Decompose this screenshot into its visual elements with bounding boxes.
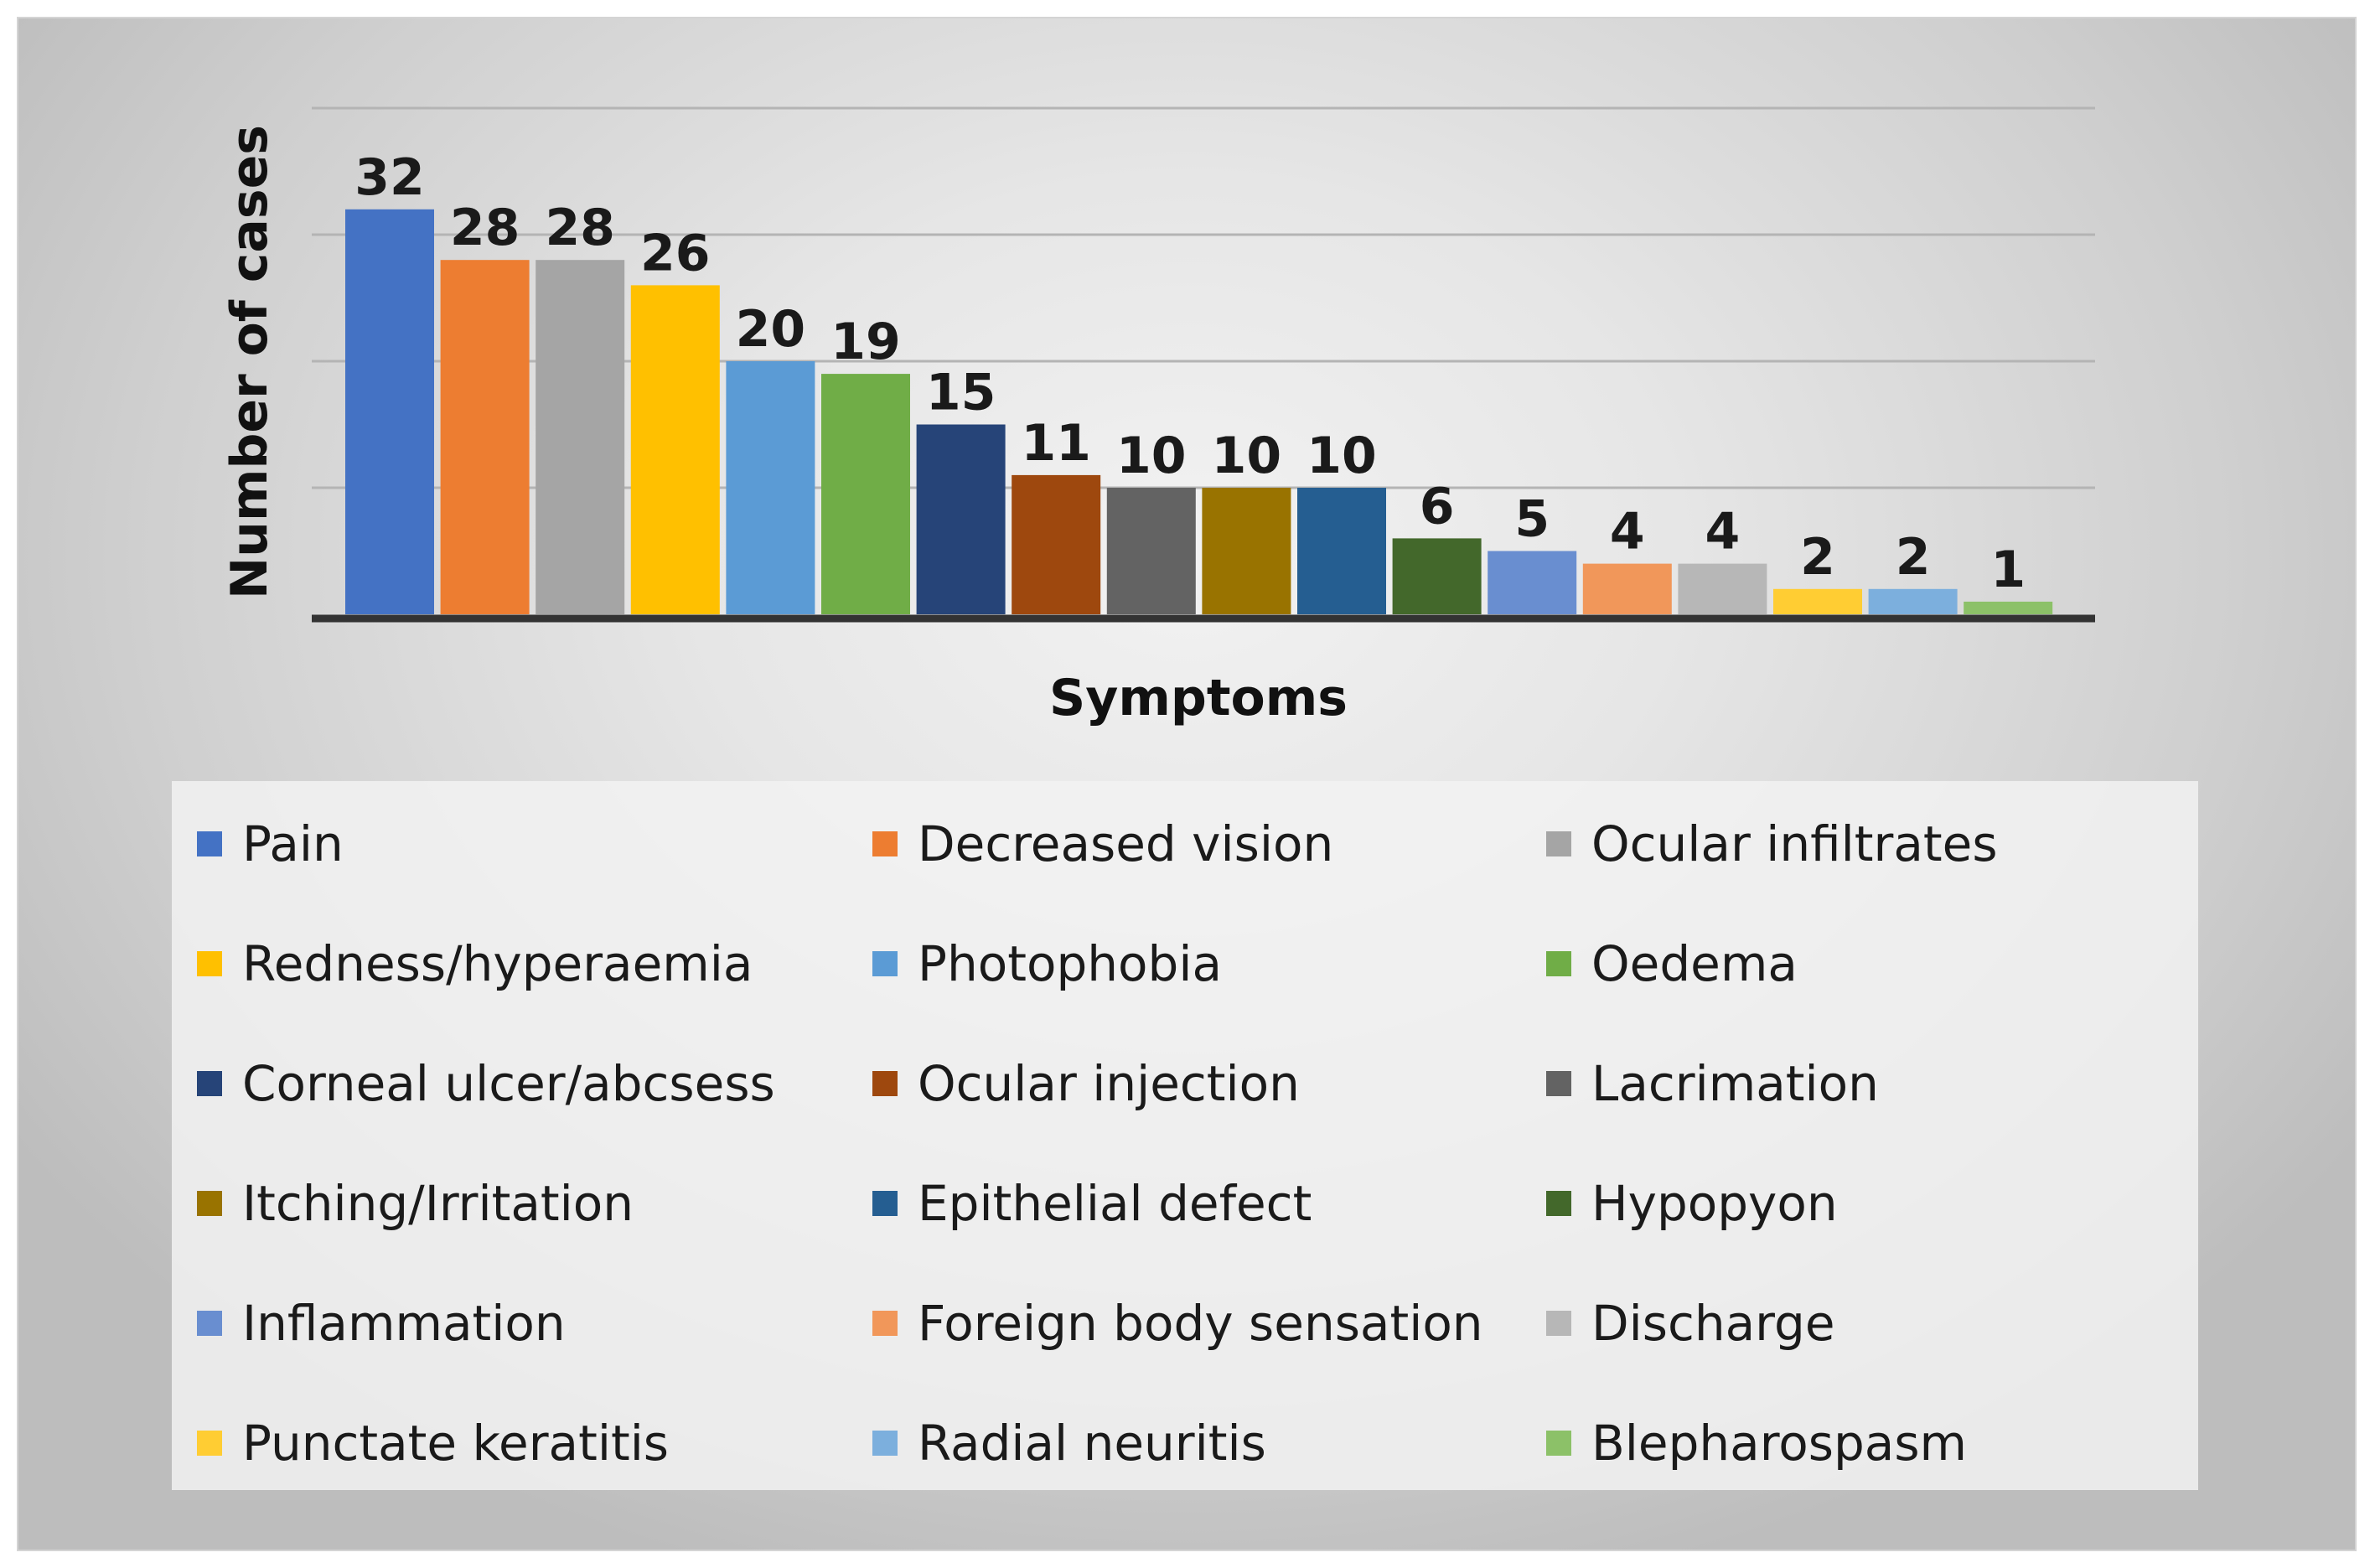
legend-swatch bbox=[197, 1431, 222, 1456]
legend-label: Punctate keratitis bbox=[242, 1415, 670, 1472]
legend-swatch bbox=[872, 951, 898, 976]
bar bbox=[345, 209, 434, 615]
legend-item: Itching/Irritation bbox=[197, 1170, 634, 1237]
bar bbox=[1202, 488, 1291, 614]
legend-item: Ocular injection bbox=[872, 1050, 1300, 1117]
bar bbox=[440, 260, 530, 614]
data-label: 2 bbox=[1896, 528, 1931, 587]
legend-label: Lacrimation bbox=[1591, 1055, 1879, 1112]
bar bbox=[1012, 474, 1101, 614]
bar bbox=[1868, 588, 1958, 614]
legend-item: Pain bbox=[197, 810, 344, 877]
legend-swatch bbox=[197, 1311, 222, 1336]
legend-swatch bbox=[872, 1071, 898, 1096]
legend-label: Discharge bbox=[1591, 1295, 1835, 1352]
legend-item: Inflammation bbox=[197, 1290, 566, 1357]
data-label: 28 bbox=[545, 199, 615, 257]
bar bbox=[536, 260, 625, 614]
legend-label: Pain bbox=[242, 815, 344, 872]
data-label: 10 bbox=[1212, 427, 1282, 485]
y-axis-title: Number of cases bbox=[220, 125, 279, 599]
data-label: 4 bbox=[1610, 503, 1645, 561]
legend-item: Foreign body sensation bbox=[872, 1290, 1483, 1357]
bar bbox=[726, 361, 815, 614]
legend-item: Decreased vision bbox=[872, 810, 1333, 877]
bar bbox=[821, 374, 910, 614]
data-label: 2 bbox=[1800, 528, 1835, 587]
legend-swatch bbox=[1546, 951, 1571, 976]
data-label: 32 bbox=[354, 148, 425, 207]
data-label: 11 bbox=[1021, 414, 1091, 473]
legend-swatch bbox=[1546, 1191, 1571, 1216]
bar bbox=[916, 424, 1006, 614]
legend-item: Discharge bbox=[1546, 1290, 1835, 1357]
legend-swatch bbox=[1546, 1311, 1571, 1336]
bar bbox=[1297, 488, 1386, 614]
legend-label: Hypopyon bbox=[1591, 1175, 1838, 1232]
legend-label: Epithelial defect bbox=[918, 1175, 1312, 1232]
legend-item: Ocular infiltrates bbox=[1546, 810, 1998, 877]
data-labels: 32 28 28 26 20 19 15 11 10 10 10 6 5 4 4 2 2 1 bbox=[354, 148, 2026, 599]
legend-item: Punctate keratitis bbox=[197, 1410, 669, 1477]
data-label: 1 bbox=[1990, 541, 2026, 599]
legend-item: Radial neuritis bbox=[872, 1410, 1266, 1477]
bar bbox=[1392, 538, 1482, 614]
legend-item: Hypopyon bbox=[1546, 1170, 1838, 1237]
legend-swatch bbox=[197, 831, 222, 856]
legend-swatch bbox=[197, 1071, 222, 1096]
legend-item: Photophobia bbox=[872, 930, 1222, 997]
data-label: 26 bbox=[640, 224, 711, 282]
legend-label: Foreign body sensation bbox=[918, 1295, 1483, 1352]
legend-label: Photophobia bbox=[918, 935, 1222, 992]
bar bbox=[1106, 488, 1196, 614]
legend-label: Radial neuritis bbox=[918, 1415, 1266, 1472]
legend-swatch bbox=[872, 1431, 898, 1456]
data-label: 28 bbox=[450, 199, 520, 257]
legend-label: Oedema bbox=[1591, 935, 1798, 992]
bars bbox=[345, 209, 2053, 615]
legend: Pain Decreased vision Ocular infiltrates Re… bbox=[172, 781, 2198, 1490]
data-label: 20 bbox=[736, 300, 806, 359]
data-label: 15 bbox=[926, 364, 996, 422]
legend-item: Blepharospasm bbox=[1546, 1410, 1967, 1477]
data-label: 6 bbox=[1420, 477, 1455, 536]
legend-label: Inflammation bbox=[242, 1295, 566, 1352]
legend-label: Ocular infiltrates bbox=[1591, 815, 1998, 872]
data-label: 4 bbox=[1705, 503, 1741, 561]
legend-swatch bbox=[1546, 1431, 1571, 1456]
legend-swatch bbox=[872, 1311, 898, 1336]
legend-item: Epithelial defect bbox=[872, 1170, 1312, 1237]
legend-swatch bbox=[197, 951, 222, 976]
legend-swatch bbox=[872, 1191, 898, 1216]
legend-swatch bbox=[872, 831, 898, 856]
legend-swatch bbox=[197, 1191, 222, 1216]
bar bbox=[1488, 551, 1577, 614]
legend-swatch bbox=[1546, 831, 1571, 856]
legend-swatch bbox=[1546, 1071, 1571, 1096]
data-label: 10 bbox=[1116, 427, 1187, 485]
legend-label: Decreased vision bbox=[918, 815, 1334, 872]
legend-item: Lacrimation bbox=[1546, 1050, 1879, 1117]
legend-item: Oedema bbox=[1546, 930, 1798, 997]
data-label: 19 bbox=[830, 313, 901, 371]
legend-label: Redness/hyperaemia bbox=[242, 935, 753, 992]
data-label: 5 bbox=[1514, 490, 1550, 549]
legend-label: Blepharospasm bbox=[1591, 1415, 1968, 1472]
x-axis-title: Symptoms bbox=[1049, 669, 1348, 727]
legend-label: Itching/Irritation bbox=[242, 1175, 634, 1232]
legend-item: Corneal ulcer/abcsess bbox=[197, 1050, 775, 1117]
bar bbox=[1773, 588, 1862, 614]
data-label: 10 bbox=[1307, 427, 1377, 485]
bar bbox=[1678, 563, 1767, 614]
bar bbox=[1582, 563, 1672, 614]
legend-label: Ocular injection bbox=[918, 1055, 1300, 1112]
bar bbox=[1964, 601, 2053, 614]
legend-label: Corneal ulcer/abcsess bbox=[242, 1055, 775, 1112]
legend-item: Redness/hyperaemia bbox=[197, 930, 753, 997]
bar bbox=[630, 285, 720, 614]
